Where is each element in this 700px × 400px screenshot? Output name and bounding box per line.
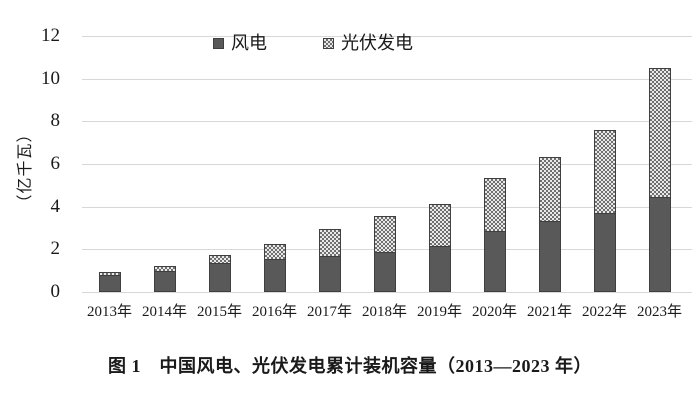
figure-caption: 图 1 中国风电、光伏发电累计装机容量（2013—2023 年）: [108, 356, 592, 376]
bar-segment-光伏发电-2022年: [593, 130, 616, 215]
bar-segment-光伏发电-2017年: [318, 229, 341, 258]
stacked-bar-2020年: [483, 178, 506, 292]
stacked-bar-2016年: [263, 243, 286, 292]
bar-segment-光伏发电-2019年: [428, 203, 451, 248]
bar-segment-风电-2020年: [483, 232, 506, 292]
bars: [82, 36, 687, 292]
bar-segment-风电-2015年: [208, 264, 231, 292]
gridline-8: [82, 121, 692, 123]
bar-segment-风电-2023年: [648, 197, 671, 292]
bar-segment-风电-2014年: [153, 271, 176, 292]
bar-segment-光伏发电-2014年: [153, 265, 176, 272]
bar-segment-光伏发电-2015年: [208, 254, 231, 265]
bar-segment-光伏发电-2013年: [98, 271, 121, 276]
bar-slot-2021年: [522, 36, 577, 292]
stacked-bar-2018年: [373, 215, 396, 292]
legend: 风电 光伏发电: [213, 34, 413, 52]
legend-label-wind: 风电: [231, 33, 267, 53]
plot-area: 风电 光伏发电: [82, 34, 692, 293]
x-tick-label-2015年: 2015年: [196, 304, 242, 320]
bar-segment-风电-2016年: [263, 260, 286, 292]
x-tick-label-2013年: 2013年: [86, 304, 132, 320]
y-tick-label-8: 8: [50, 110, 61, 132]
y-tick-label-4: 4: [50, 195, 61, 217]
x-tick-label-2019年: 2019年: [416, 304, 462, 320]
stacked-bar-2014年: [153, 265, 176, 292]
stacked-bar-2017年: [318, 229, 341, 292]
bar-slot-2019年: [412, 36, 467, 292]
gridline-10: [82, 78, 692, 80]
gridline-6: [82, 164, 692, 165]
bar-slot-2017年: [302, 36, 357, 292]
y-tick-label-2: 2: [50, 238, 61, 260]
stacked-bar-2019年: [428, 203, 451, 292]
bar-slot-2023年: [632, 36, 687, 292]
stacked-bar-2022年: [593, 130, 616, 292]
bar-segment-光伏发电-2018年: [373, 215, 396, 253]
x-axis: 2013年 2014年 2015年 2016年 2017年 2018年 2019年 2020年…: [82, 300, 687, 321]
y-tick-label-12: 12: [41, 25, 60, 47]
wind-swatch: [213, 37, 224, 49]
bar-segment-光伏发电-2016年: [263, 243, 286, 261]
y-tick-label-10: 10: [41, 67, 60, 89]
bar-segment-光伏发电-2021年: [538, 156, 561, 223]
bar-segment-风电-2019年: [428, 247, 451, 292]
bar-segment-风电-2017年: [318, 257, 341, 292]
x-tick-label-2021年: 2021年: [526, 304, 572, 320]
y-tick-label-6: 6: [50, 153, 61, 175]
bar-segment-风电-2022年: [593, 214, 616, 292]
bar-slot-2016年: [247, 36, 302, 292]
legend-item-solar: 光伏发电: [323, 34, 413, 52]
bar-slot-2013年: [82, 36, 137, 292]
x-tick-label-2022年: 2022年: [581, 304, 627, 320]
bar-segment-风电-2021年: [538, 222, 561, 292]
solar-swatch: [323, 37, 334, 49]
stacked-bar-2021年: [538, 156, 561, 292]
x-tick-label-2023年: 2023年: [636, 304, 682, 320]
x-tick-label-2016年: 2016年: [251, 304, 297, 320]
legend-label-solar: 光伏发电: [341, 33, 413, 53]
bar-slot-2022年: [577, 36, 632, 292]
stacked-bar-2023年: [648, 68, 671, 292]
bar-slot-2014年: [137, 36, 192, 292]
bar-segment-光伏发电-2020年: [483, 178, 506, 233]
bar-slot-2018年: [357, 36, 412, 292]
gridline-4: [82, 206, 692, 208]
gridline-12: [82, 36, 692, 37]
x-tick-label-2017年: 2017年: [306, 304, 352, 320]
legend-item-wind: 风电: [213, 34, 267, 52]
bar-segment-风电-2018年: [373, 252, 396, 292]
y-tick-label-0: 0: [50, 281, 61, 303]
stacked-bar-2015年: [208, 254, 231, 292]
y-axis: 0 2 4 6 8 10 12: [0, 26, 64, 301]
bar-segment-光伏发电-2023年: [648, 68, 671, 198]
gridline-0: [82, 292, 692, 293]
bar-slot-2020年: [467, 36, 522, 292]
bar-slot-2015年: [192, 36, 247, 292]
x-tick-label-2014年: 2014年: [141, 304, 187, 320]
x-tick-label-2018年: 2018年: [361, 304, 407, 320]
x-tick-label-2020年: 2020年: [471, 304, 517, 320]
stacked-bar-2013年: [98, 271, 121, 292]
bar-segment-风电-2013年: [98, 275, 121, 292]
